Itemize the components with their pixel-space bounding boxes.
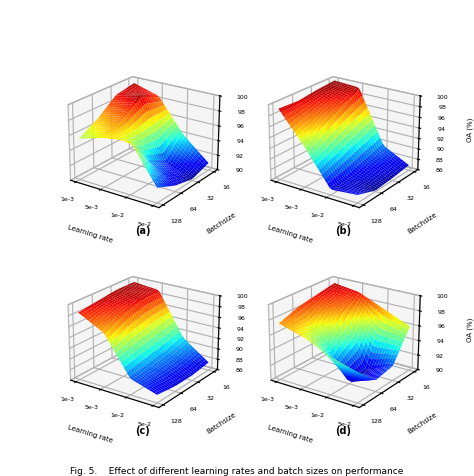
- X-axis label: Learning rate: Learning rate: [67, 425, 113, 444]
- X-axis label: Learning rate: Learning rate: [267, 225, 313, 244]
- Y-axis label: Batchsize: Batchsize: [406, 212, 438, 235]
- X-axis label: Learning rate: Learning rate: [267, 425, 313, 444]
- Y-axis label: Batchsize: Batchsize: [406, 412, 438, 435]
- X-axis label: Learning rate: Learning rate: [67, 225, 113, 244]
- Title: (c): (c): [136, 426, 150, 436]
- Text: Fig. 5.    Effect of different learning rates and batch sizes on performance: Fig. 5. Effect of different learning rat…: [70, 466, 404, 476]
- Y-axis label: Batchsize: Batchsize: [206, 212, 237, 235]
- Title: (a): (a): [135, 226, 150, 236]
- Y-axis label: Batchsize: Batchsize: [206, 412, 237, 435]
- Title: (d): (d): [335, 426, 351, 436]
- Title: (b): (b): [335, 226, 351, 236]
